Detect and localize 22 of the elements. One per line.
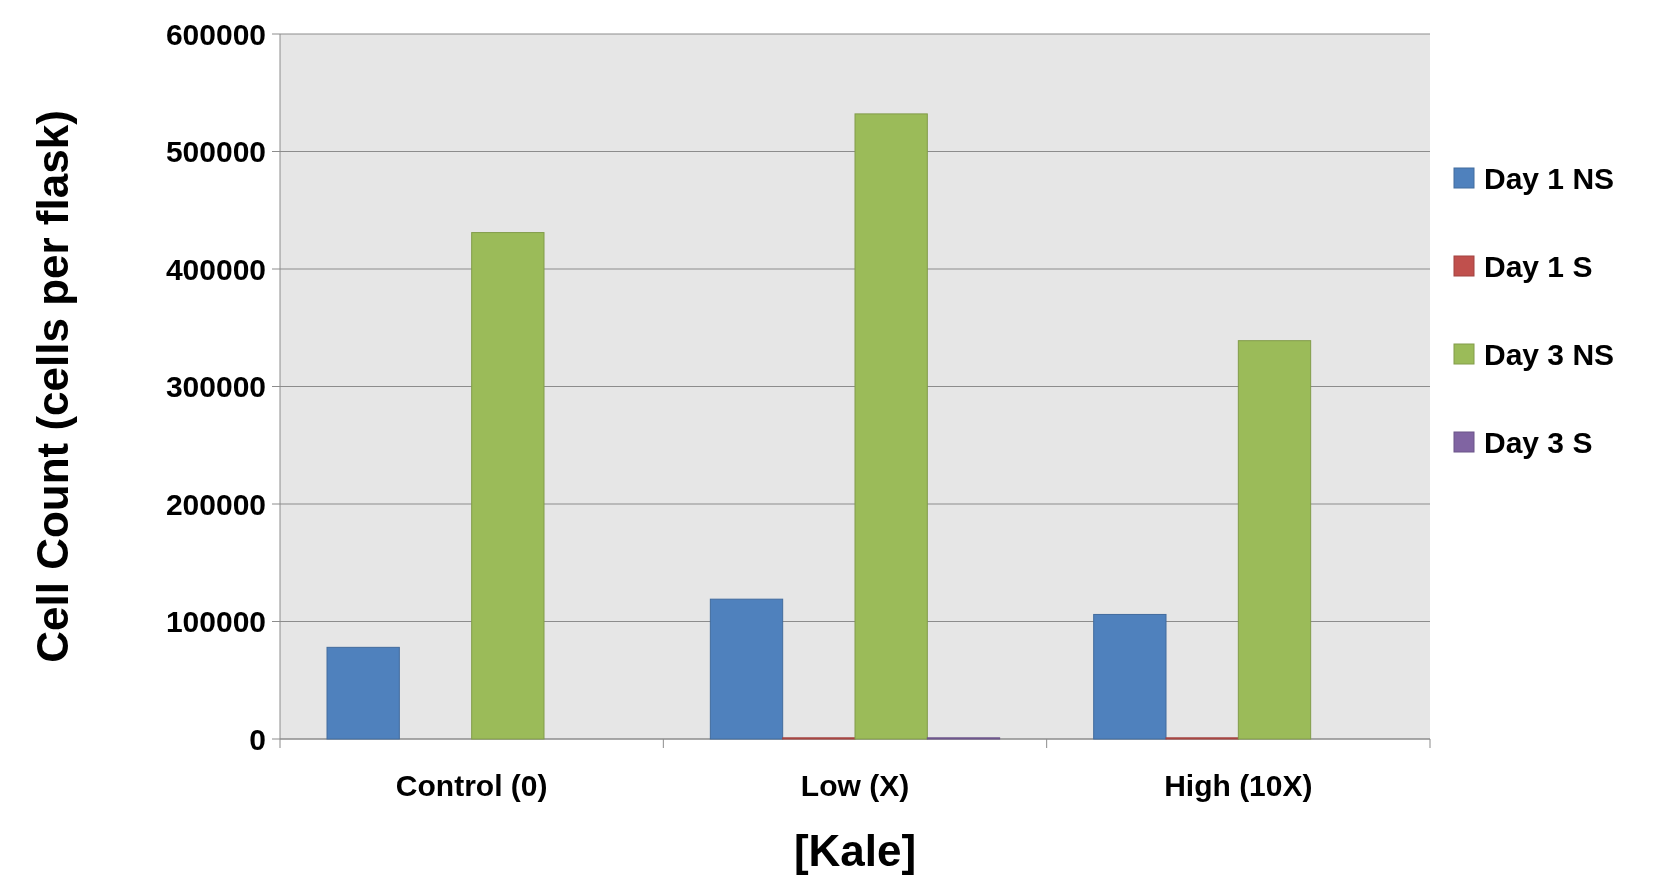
bar [471,232,545,740]
y-tick-label: 200000 [165,487,266,521]
x-tick-label: Control (0) [395,769,548,802]
bar [709,598,784,740]
y-tick-label: 300000 [165,370,266,403]
legend-label: Day 1 NS [1484,161,1615,195]
x-axis-title: [Kale] [793,826,917,875]
legend-label: Day 3 NS [1484,337,1615,371]
y-tick-label: 0 [249,722,266,756]
bar [1237,340,1312,740]
bar [1093,613,1167,740]
y-axis-title: Cell Count (cells per flask) [28,110,77,663]
x-tick-label: High (10X) [1164,769,1313,802]
legend-label: Day 3 S [1484,425,1593,459]
bar [326,646,400,740]
y-tick-label: 500000 [165,135,266,168]
y-tick-label: 600000 [165,17,266,51]
legend-label: Day 1 S [1484,249,1593,283]
x-tick-label: Low (X) [800,769,910,802]
y-tick-label: 400000 [165,252,266,286]
bar [854,113,928,740]
y-tick-label: 100000 [165,605,266,638]
